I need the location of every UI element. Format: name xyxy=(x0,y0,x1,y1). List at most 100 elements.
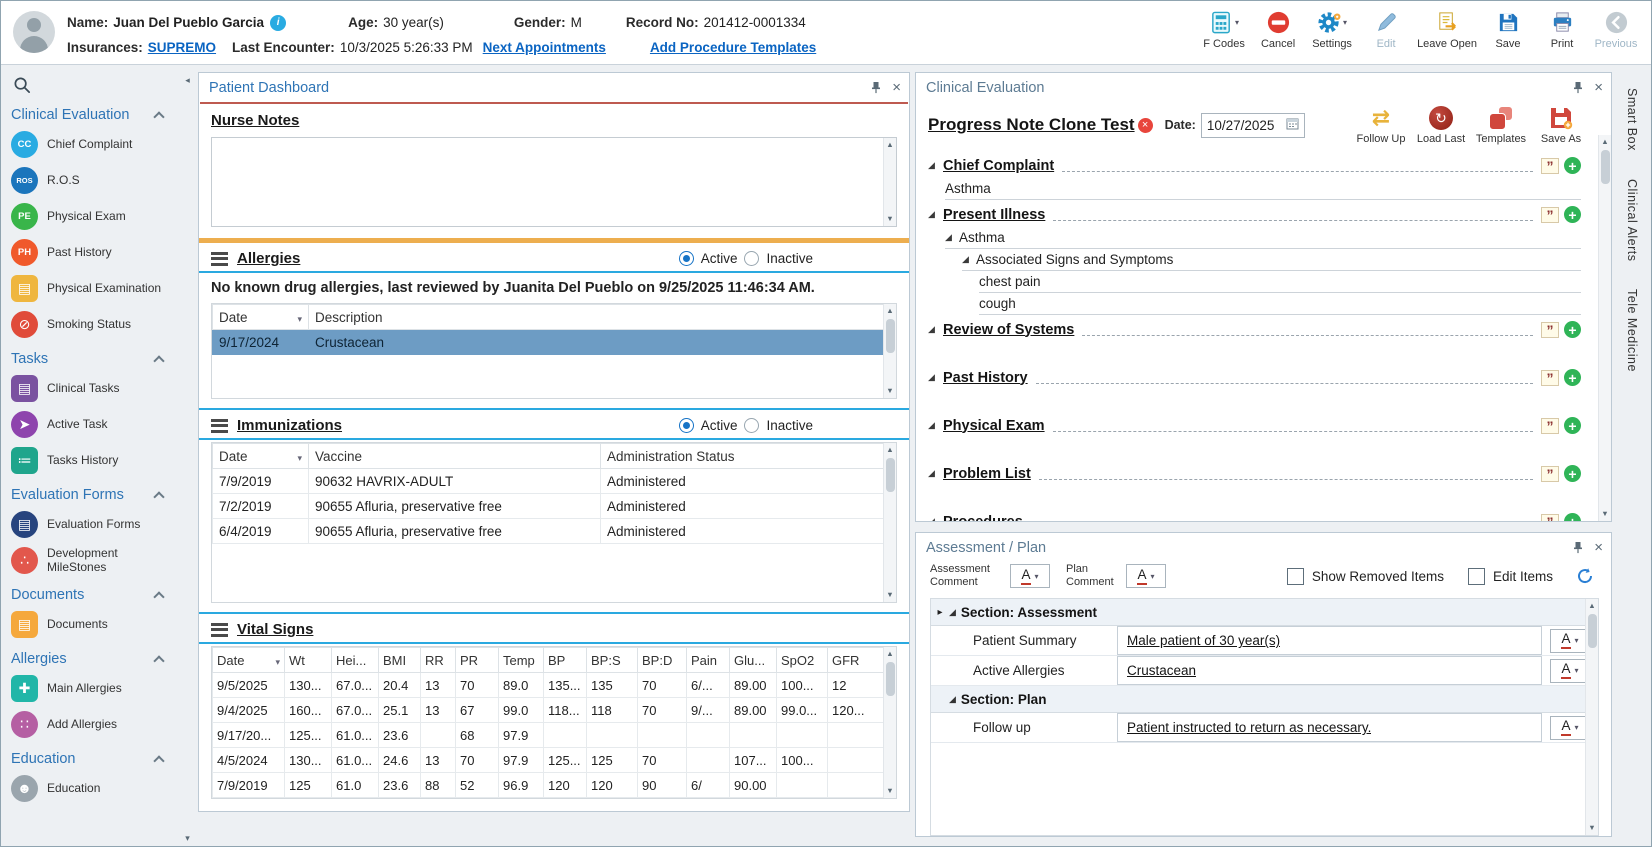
vitals-row[interactable]: 9/5/2025 130... 67.0... 20.4 13 70 89.0 135... 1… xyxy=(212,672,888,698)
save-button[interactable]: Save xyxy=(1481,7,1535,51)
collapse-left-icon[interactable]: ◂ xyxy=(185,75,190,85)
tree-section-physical-exam[interactable]: ◢ Physical Exam ” + xyxy=(928,413,1581,438)
active-radio[interactable] xyxy=(678,418,694,433)
immunizations-scrollbar[interactable]: ▲ ▼ xyxy=(883,443,896,602)
comment-icon[interactable]: ” xyxy=(1541,369,1559,386)
active-radio[interactable] xyxy=(678,251,694,266)
column-header[interactable]: Pain xyxy=(686,647,730,673)
sidebar-section-evaluation-forms[interactable]: Evaluation Forms xyxy=(11,487,171,503)
collapse-icon[interactable]: ◢ xyxy=(928,160,935,170)
clinical-evaluation-scrollbar[interactable]: ▲ ▼ xyxy=(1598,135,1611,521)
collapse-icon[interactable]: ◢ xyxy=(949,606,956,617)
vitals-row[interactable]: 4/5/2024 130... 61.0... 24.6 13 70 97.9 125... 1… xyxy=(212,747,888,773)
pin-icon[interactable] xyxy=(870,81,882,94)
status-column-header[interactable]: Administration Status xyxy=(600,443,887,469)
chevron-up-icon[interactable] xyxy=(153,754,165,767)
tree-section-past-history[interactable]: ◢ Past History ” + xyxy=(928,365,1581,390)
collapse-icon[interactable]: ◢ xyxy=(949,693,956,704)
scroll-down-icon[interactable]: ▼ xyxy=(1588,822,1596,832)
comment-icon[interactable]: ” xyxy=(1541,206,1559,223)
value-cell[interactable]: Patient instructed to return as necessar… xyxy=(1117,713,1542,743)
close-icon[interactable]: × xyxy=(1594,539,1603,556)
sidebar-item-past-history[interactable]: PH Past History xyxy=(11,234,177,270)
sidebar-item-ros[interactable]: ROS R.O.S xyxy=(11,162,177,198)
column-header[interactable]: BP xyxy=(543,647,587,673)
value-cell[interactable]: Crustacean xyxy=(1117,656,1542,686)
show-removed-checkbox[interactable] xyxy=(1286,567,1304,585)
follow-up-button[interactable]: ⇄ Follow Up xyxy=(1355,105,1407,145)
search-icon[interactable] xyxy=(13,76,177,98)
assessment-comment-font-button[interactable]: A ▾ xyxy=(1010,564,1050,589)
scroll-thumb[interactable] xyxy=(886,457,895,492)
dropdown-caret-icon[interactable]: ▾ xyxy=(275,656,280,667)
add-icon[interactable]: + xyxy=(1564,465,1581,482)
tree-section-review-of-systems[interactable]: ◢ Review of Systems ” + xyxy=(928,317,1581,342)
section-assessment-row[interactable]: ▸ ◢ Section: Assessment xyxy=(931,599,1598,627)
scroll-down-icon[interactable]: ▼ xyxy=(886,213,894,223)
value-link[interactable]: Patient instructed to return as necessar… xyxy=(1127,720,1372,736)
sidebar-item-active-task[interactable]: ➤ Active Task xyxy=(11,406,177,442)
comment-icon[interactable]: ” xyxy=(1541,417,1559,434)
allergies-scrollbar[interactable]: ▲ ▼ xyxy=(883,304,896,398)
sidebar-scroll-strip[interactable]: ◂ ▾ xyxy=(182,72,193,846)
date-input[interactable]: 10/27/2025 xyxy=(1200,112,1305,138)
pin-icon[interactable] xyxy=(1572,81,1584,94)
sidebar-item-add-allergies[interactable]: ∷ Add Allergies xyxy=(11,706,177,742)
inactive-radio[interactable] xyxy=(744,418,760,433)
immunization-row[interactable]: 6/4/2019 90655 Afluria, preservative fre… xyxy=(212,518,887,544)
date-column-header[interactable]: Date ▾ xyxy=(212,304,309,330)
tree-item[interactable]: Asthma xyxy=(945,178,1581,200)
dropdown-caret-icon[interactable]: ▾ xyxy=(1235,18,1240,27)
value-cell[interactable]: Male patient of 30 year(s) xyxy=(1117,626,1542,656)
scroll-up-icon[interactable]: ▲ xyxy=(1588,601,1596,611)
remove-note-icon[interactable]: × xyxy=(1137,117,1153,133)
close-icon[interactable]: × xyxy=(892,79,901,96)
insurances-link[interactable]: SUPREMO xyxy=(147,40,217,55)
collapse-icon[interactable]: ◢ xyxy=(928,516,935,522)
column-header[interactable]: RR xyxy=(420,647,456,673)
scroll-down-icon[interactable]: ▾ xyxy=(185,833,190,843)
scroll-thumb[interactable] xyxy=(886,661,895,696)
collapse-icon[interactable]: ◢ xyxy=(928,468,935,478)
sidebar-item-chief-complaint[interactable]: CC Chief Complaint xyxy=(11,126,177,162)
allergy-row-selected[interactable]: 9/17/2024 Crustacean xyxy=(212,329,887,355)
date-column-header[interactable]: Date ▾ xyxy=(212,647,285,673)
vitals-row[interactable]: 9/4/2025 160... 67.0... 25.1 13 67 99.0 118... 1… xyxy=(212,697,888,723)
comment-icon[interactable]: ” xyxy=(1541,321,1559,338)
date-column-header[interactable]: Date ▾ xyxy=(212,443,309,469)
add-procedure-templates-link[interactable]: Add Procedure Templates xyxy=(649,40,817,55)
tree-node[interactable]: ◢ Asthma xyxy=(945,227,1581,249)
vaccine-column-header[interactable]: Vaccine xyxy=(308,443,601,469)
save-as-button[interactable]: Save As xyxy=(1535,105,1587,145)
sidebar-item-development-milestones[interactable]: ∴ Development MileStones xyxy=(11,542,177,578)
add-icon[interactable]: + xyxy=(1564,417,1581,434)
nurse-notes-scrollbar[interactable]: ▲ ▼ xyxy=(883,138,896,226)
vitals-scrollbar[interactable]: ▲ ▼ xyxy=(883,647,896,798)
scroll-down-icon[interactable]: ▼ xyxy=(886,589,894,599)
scroll-up-icon[interactable]: ▲ xyxy=(886,649,894,658)
sidebar-item-documents[interactable]: ▤ Documents xyxy=(11,606,177,642)
scroll-thumb[interactable] xyxy=(1588,613,1597,648)
tree-item[interactable]: cough xyxy=(979,293,1581,315)
immunization-row[interactable]: 7/9/2019 90632 HAVRIX-ADULT Administered xyxy=(212,468,887,494)
note-title[interactable]: Progress Note Clone Test xyxy=(928,115,1135,134)
column-header[interactable]: BMI xyxy=(378,647,421,673)
templates-button[interactable]: Templates xyxy=(1475,105,1527,145)
load-last-button[interactable]: ↻ Load Last xyxy=(1415,105,1467,145)
column-header[interactable]: SpO2 xyxy=(776,647,828,673)
chevron-up-icon[interactable] xyxy=(153,110,165,123)
immunization-row[interactable]: 7/2/2019 90655 Afluria, preservative fre… xyxy=(212,493,887,519)
scroll-up-icon[interactable]: ▲ xyxy=(886,445,894,454)
tab-tele-medicine[interactable]: Tele Medicine xyxy=(1625,289,1639,373)
column-header[interactable]: GFR xyxy=(827,647,888,673)
tree-section-present-illness[interactable]: ◢ Present Illness ” + xyxy=(928,202,1581,227)
row-patient-summary[interactable]: Patient Summary Male patient of 30 year(… xyxy=(931,626,1598,657)
dropdown-caret-icon[interactable]: ▾ xyxy=(297,452,302,463)
refresh-icon[interactable] xyxy=(1575,566,1595,586)
chevron-up-icon[interactable] xyxy=(153,354,165,367)
sidebar-item-main-allergies[interactable]: ✚ Main Allergies xyxy=(11,670,177,706)
comment-icon[interactable]: ” xyxy=(1541,465,1559,482)
f-codes-button[interactable]: ▾ F Codes xyxy=(1197,7,1251,51)
sidebar-item-education[interactable]: ☻ Education xyxy=(11,770,177,806)
add-icon[interactable]: + xyxy=(1564,321,1581,338)
